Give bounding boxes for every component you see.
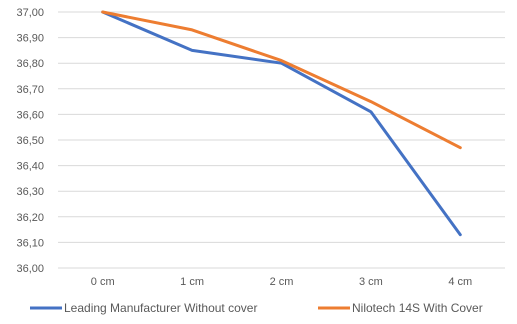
x-tick-label: 1 cm [180,276,204,288]
series-line-2 [103,12,461,148]
x-tick-label: 0 cm [91,276,115,288]
x-tick-label: 3 cm [359,276,383,288]
x-tick-label: 4 cm [448,276,472,288]
grid-layer [58,12,505,268]
series-line-1 [103,12,461,235]
y-tick-label: 36,50 [16,135,44,147]
legend: Leading Manufacturer Without cover Nilote… [30,301,483,315]
y-tick-label: 36,20 [16,212,44,224]
y-tick-label: 36,40 [16,161,44,173]
series-layer [103,12,461,235]
y-tick-label: 36,80 [16,58,44,70]
y-tick-label: 36,10 [16,237,44,249]
y-axis-tick-labels: 36,00 36,10 36,20 36,30 36,40 36,50 36,60 36,70… [16,7,44,275]
y-tick-label: 36,30 [16,186,44,198]
x-tick-label: 2 cm [270,276,294,288]
legend-label-1: Leading Manufacturer Without cover [64,301,257,315]
y-tick-label: 36,00 [16,263,44,275]
legend-label-2: Nilotech 14S With Cover [352,301,483,315]
y-tick-label: 36,90 [16,33,44,45]
y-tick-label: 36,70 [16,84,44,96]
y-tick-label: 37,00 [16,7,44,19]
x-axis-tick-labels: 0 cm 1 cm 2 cm 3 cm 4 cm [91,276,472,288]
y-tick-label: 36,60 [16,109,44,121]
